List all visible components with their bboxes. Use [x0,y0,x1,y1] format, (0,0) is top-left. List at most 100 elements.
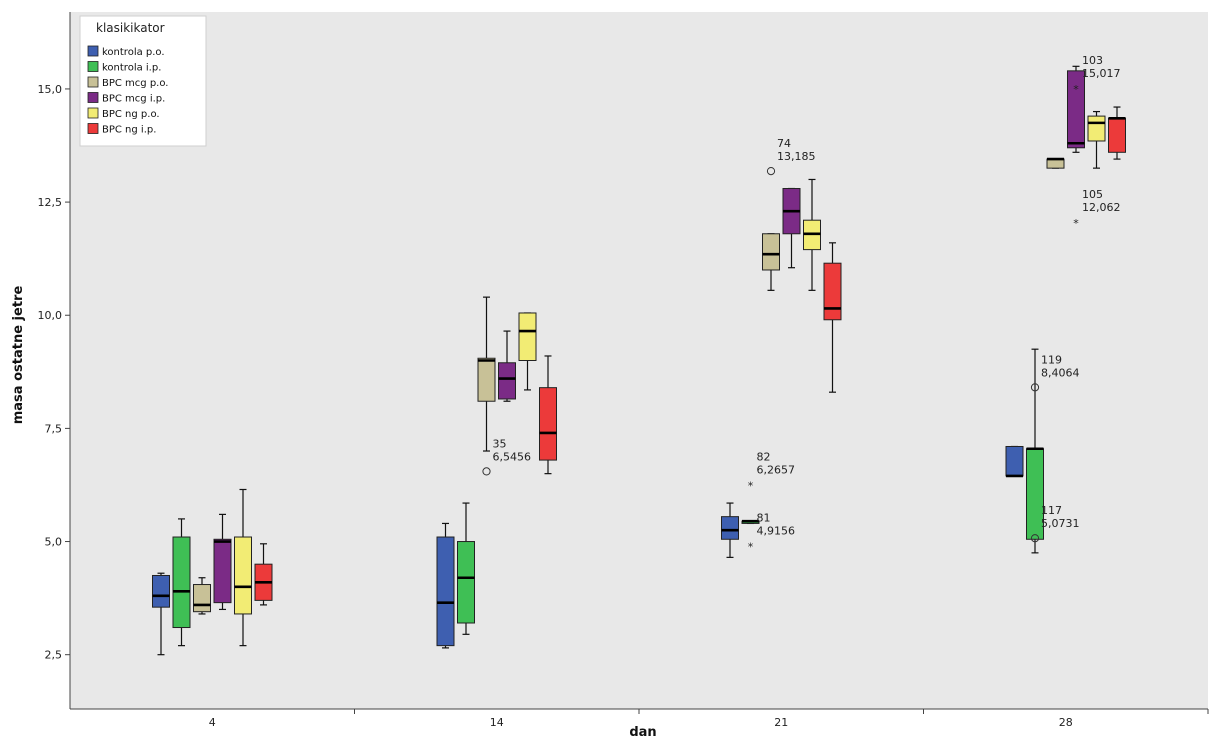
box-14-group-5 [539,355,557,475]
box-iqr [172,536,191,629]
outlier-circle-marker [1030,383,1040,392]
box-21-group-5 [823,242,842,393]
legend-swatch [87,61,99,72]
box-21-group-3 [782,187,801,269]
outlier-id-label: 81 [757,511,771,524]
x-tick-label: 14 [490,716,504,729]
legend-label: kontrola i.p. [102,63,161,74]
outlier-value-label: 6,2657 [757,463,796,476]
outlier-star-marker: * [1073,217,1079,230]
outlier-star-marker: * [1073,83,1079,96]
outlier-circle-marker [482,467,491,476]
y-tick-label: 5,0 [45,536,63,549]
box-iqr [498,362,516,400]
box-4-group-1 [172,518,191,647]
legend-swatch [87,107,99,119]
outlier-value-label: 13,185 [777,150,816,163]
outlier-id-label: 119 [1041,353,1062,366]
outlier-id-label: 103 [1082,54,1103,67]
outlier-value-label: 5,0731 [1041,517,1080,530]
box-21-group-4 [803,178,821,291]
outlier-star-marker: * [748,540,754,553]
x-tick-label: 28 [1059,716,1073,729]
legend-label: BPC mcg i.p. [102,94,165,105]
box-iqr [152,574,170,608]
legend-swatch [87,45,99,57]
box-4-group-3 [213,513,232,611]
box-iqr [213,538,232,604]
outlier-35: 356,5456 [482,437,532,476]
outlier-value-label: 6,5456 [493,450,532,463]
outlier-value-label: 8,4064 [1041,366,1080,379]
outlier-circle-marker [1030,534,1040,543]
box-14-group-0 [436,522,455,649]
outlier-id-label: 82 [757,450,771,463]
box-iqr [539,387,557,461]
box-28-group-0 [1005,445,1024,478]
outliers-layer: 356,5456*826,2657*814,91567413,1851198,4… [482,54,1121,553]
legend-entry: kontrola p.o. [87,45,165,58]
box-iqr [477,357,496,402]
outlier-value-label: 12,062 [1082,201,1121,214]
legend-items: kontrola p.o. kontrola i.p. BPC mcg p.o. BP… [87,45,168,136]
legend-swatch [87,123,99,134]
legend-swatch [87,76,99,88]
box-28-group-3 [1067,65,1085,153]
box-iqr [721,516,739,540]
box-14-group-4 [518,312,537,391]
box-4-group-4 [234,488,252,647]
boxes-layer [152,65,1126,656]
legend-entry: BPC ng p.o. [87,107,160,120]
box-iqr [1046,158,1065,169]
outlier-id-label: 105 [1082,188,1103,201]
axes-layer: 2,5 5,0 7,5 10,0 12,5 15,0 4 14 21 28 [38,12,1209,729]
y-tick-label: 2,5 [45,649,63,662]
box-14-group-1 [457,502,475,635]
outlier-82: * 826,2657 [748,450,795,492]
box-4-group-5 [254,543,273,606]
y-tick-label: 12,5 [38,196,63,209]
legend-title: klasikikator [96,21,165,35]
box-14-group-3 [498,330,516,402]
outlier-81: * 814,9156 [748,511,795,553]
box-28-group-4 [1087,110,1106,169]
legend-label: BPC ng i.p. [102,125,156,136]
outlier-circle-marker [766,166,776,176]
legend-entry: BPC mcg p.o. [87,76,168,89]
legend: klasikikator kontrola p.o. kontrola i.p. B… [79,15,207,147]
x-tick-label: 21 [774,716,788,729]
box-21-group-1 [741,519,760,525]
legend-entry: BPC ng i.p. [87,123,156,136]
outlier-value-label: 15,017 [1082,67,1121,80]
y-tick-label: 15,0 [38,83,63,96]
outlier-id-label: 117 [1041,504,1062,517]
box-4-group-0 [152,572,170,656]
box-21-group-0 [721,502,739,558]
legend-swatch [87,92,99,103]
box-iqr [1087,115,1106,142]
box-iqr [762,233,780,271]
box-21-group-2 [762,233,780,291]
box-14-group-2 [477,296,496,452]
box-28-group-1 [1026,348,1044,554]
y-axis-title: masa ostatne jetre [11,286,26,425]
box-iqr [1108,117,1126,153]
box-iqr [823,262,842,321]
legend-entry: BPC mcg i.p. [87,92,165,105]
x-tick-label: 4 [209,716,216,729]
box-iqr [1067,70,1085,149]
box-4-group-2 [193,577,211,615]
box-iqr [193,584,211,613]
legend-entry: kontrola i.p. [87,61,161,74]
outlier-id-label: 74 [777,137,791,150]
box-iqr [234,536,252,615]
box-iqr [518,312,537,361]
y-tick-label: 7,5 [45,422,63,435]
box-iqr [457,541,475,624]
outlier-id-label: 35 [493,437,507,450]
